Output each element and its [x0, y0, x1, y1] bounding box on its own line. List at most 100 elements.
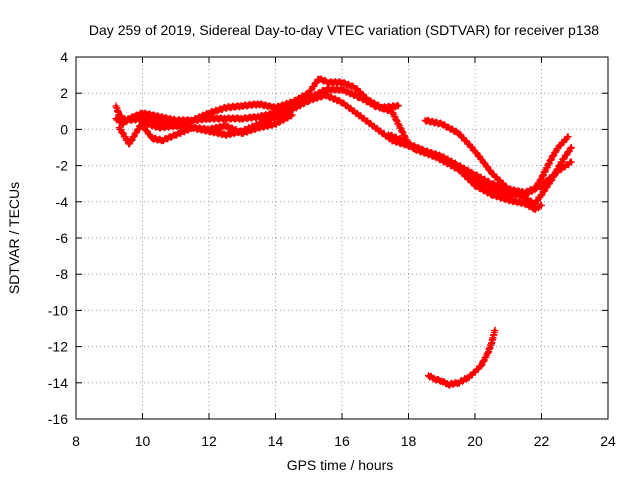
data-point — [433, 377, 437, 381]
data-point — [274, 115, 277, 119]
data-point — [566, 135, 570, 139]
data-point — [426, 374, 430, 378]
x-tick-label: 18 — [401, 433, 417, 449]
data-point — [490, 171, 494, 175]
data-point — [340, 100, 344, 104]
data-point — [523, 191, 527, 195]
data-point — [224, 133, 228, 137]
data-point — [490, 187, 494, 191]
data-point — [257, 102, 261, 106]
data-point — [240, 131, 244, 135]
data-point — [174, 118, 178, 122]
data-point — [157, 120, 161, 124]
data-point — [127, 117, 131, 121]
data-point — [397, 104, 401, 108]
y-tick-label: -8 — [56, 266, 69, 282]
data-point — [490, 193, 494, 197]
data-point — [423, 118, 427, 122]
data-point — [373, 126, 377, 130]
data-point — [473, 173, 477, 177]
data-point — [257, 126, 261, 130]
y-tick-label: 0 — [60, 121, 68, 137]
y-tick-label: -4 — [56, 194, 69, 210]
data-point — [141, 124, 144, 128]
data-point — [340, 80, 344, 84]
data-point — [549, 178, 553, 182]
x-tick-label: 8 — [72, 433, 80, 449]
y-tick-label: 2 — [60, 85, 68, 101]
x-tick-label: 16 — [334, 433, 350, 449]
data-point — [456, 131, 460, 135]
data-point — [174, 124, 178, 128]
data-point — [124, 136, 128, 140]
series-track-g — [425, 326, 499, 389]
data-point — [317, 77, 321, 81]
data-point — [380, 106, 384, 110]
data-point — [117, 126, 121, 130]
data-point — [224, 106, 228, 110]
data-point — [290, 113, 294, 117]
y-tick-label: -12 — [48, 339, 68, 355]
data-point — [446, 383, 450, 387]
data-point — [569, 160, 573, 164]
data-point — [523, 202, 527, 206]
y-tick-label: -2 — [56, 158, 69, 174]
data-point — [540, 193, 543, 197]
data-point — [207, 111, 211, 115]
data-point — [559, 160, 563, 164]
data-point — [367, 98, 371, 102]
x-tick-label: 14 — [268, 433, 284, 449]
data-point — [506, 187, 510, 191]
data-point — [141, 111, 144, 115]
data-point — [473, 149, 477, 153]
data-point — [490, 182, 494, 186]
y-tick-label: -16 — [48, 411, 68, 427]
data-point — [440, 122, 444, 126]
data-point — [114, 117, 118, 121]
series-track-e — [421, 116, 575, 208]
data-point — [207, 127, 211, 131]
data-point — [117, 113, 121, 117]
data-series — [112, 75, 575, 389]
y-tick-label: -10 — [48, 302, 68, 318]
data-point — [290, 107, 294, 111]
x-tick-label: 22 — [534, 433, 550, 449]
data-point — [456, 381, 460, 385]
y-axis-label: SDTVAR / TECUs — [6, 182, 22, 294]
data-point — [307, 91, 311, 95]
data-point — [224, 124, 228, 128]
x-tick-label: 24 — [600, 433, 616, 449]
data-point — [174, 133, 178, 137]
data-point — [274, 106, 277, 110]
data-point — [323, 93, 327, 97]
data-point — [114, 104, 118, 108]
series-track-f — [385, 131, 545, 213]
data-point — [190, 126, 194, 130]
data-point — [413, 147, 417, 151]
data-point — [290, 100, 294, 104]
data-point — [323, 88, 327, 92]
data-point — [157, 115, 161, 119]
data-point — [440, 379, 444, 383]
data-point — [533, 202, 537, 206]
data-point — [357, 95, 361, 99]
data-point — [340, 88, 344, 92]
series-track-d — [139, 111, 296, 145]
data-point — [490, 341, 494, 345]
series-track-b — [112, 75, 402, 128]
data-point — [224, 117, 228, 121]
data-point — [240, 104, 244, 108]
data-point — [486, 350, 490, 354]
data-point — [160, 138, 164, 142]
data-point — [569, 146, 573, 149]
x-tick-label: 12 — [201, 433, 217, 449]
x-tick-label: 10 — [135, 433, 151, 449]
data-point — [549, 156, 553, 160]
data-point — [141, 120, 144, 124]
data-point — [493, 328, 497, 332]
data-point — [473, 370, 477, 374]
data-point — [540, 176, 543, 180]
chart-title: Day 259 of 2019, Sidereal Day-to-day VTE… — [89, 22, 599, 38]
